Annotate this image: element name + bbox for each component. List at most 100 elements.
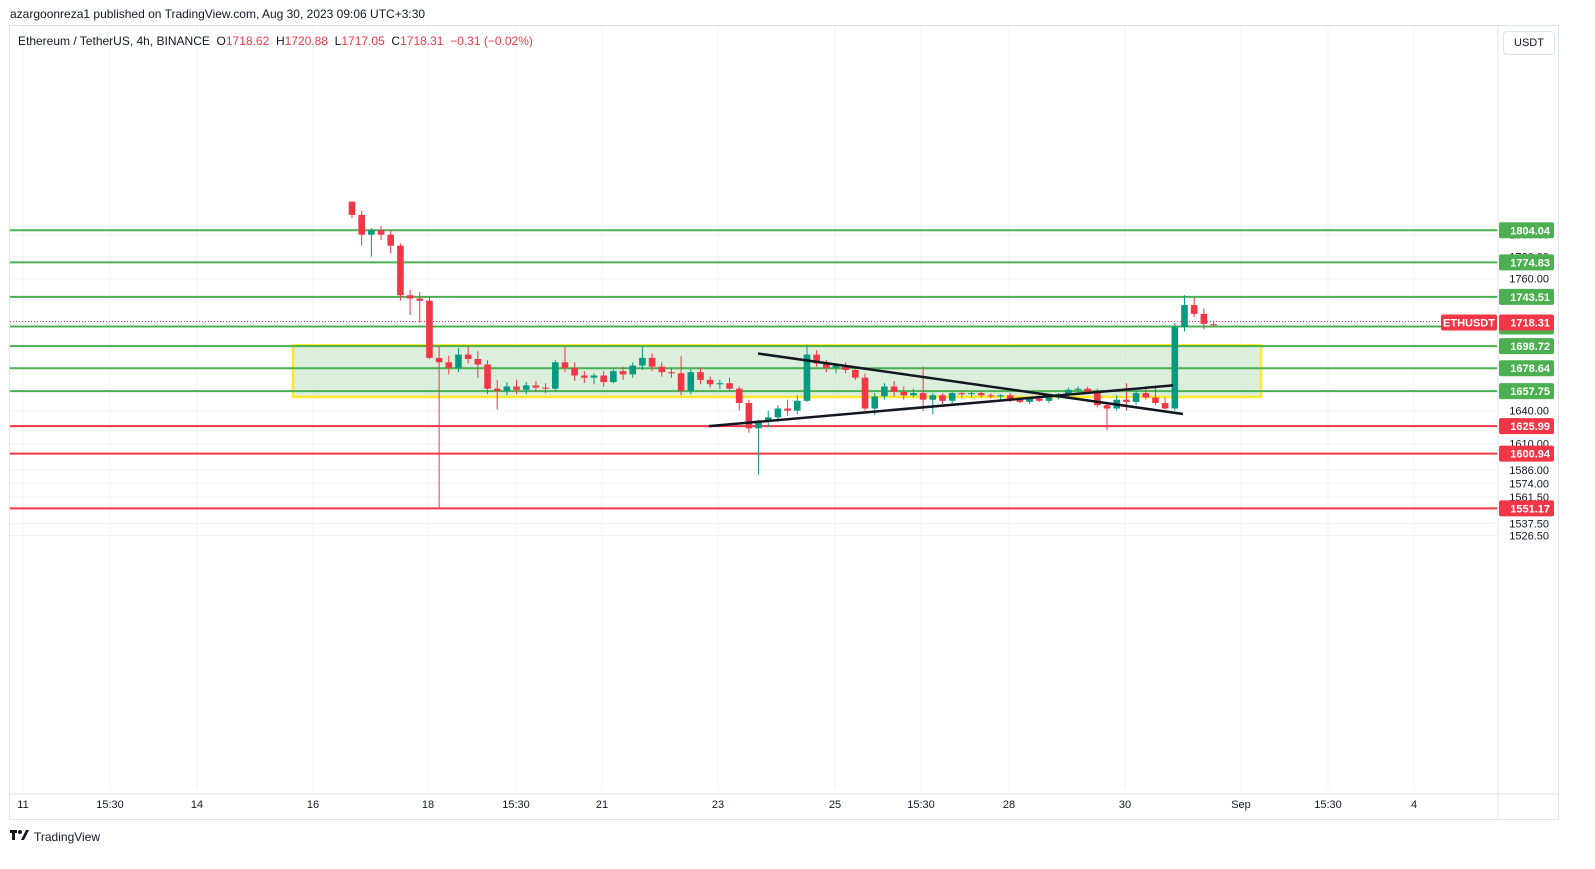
candle[interactable] [435, 346, 443, 508]
candle[interactable] [890, 381, 898, 397]
candle[interactable] [948, 390, 956, 405]
candle[interactable] [445, 355, 453, 375]
candle[interactable] [542, 383, 549, 394]
candle[interactable] [629, 362, 637, 378]
candle[interactable] [532, 381, 540, 392]
symbol-title: Ethereum / TetherUS, 4h, BINANCE [18, 34, 210, 48]
candle[interactable] [561, 346, 569, 373]
candle-body [813, 354, 820, 364]
candle-body [1123, 399, 1130, 402]
candle[interactable] [716, 379, 724, 389]
candle-body [793, 400, 801, 411]
candle-body [1084, 388, 1091, 392]
candle[interactable] [852, 366, 859, 380]
candle[interactable] [1181, 295, 1188, 332]
candle[interactable] [590, 373, 598, 385]
candle[interactable] [764, 410, 772, 428]
candle[interactable] [842, 362, 849, 374]
candle[interactable] [677, 355, 685, 396]
candle[interactable] [900, 386, 908, 400]
brand-name: TradingView [34, 829, 101, 844]
candle[interactable] [493, 379, 501, 410]
candle[interactable] [861, 373, 869, 411]
candle[interactable] [513, 379, 520, 395]
candle[interactable] [1210, 321, 1217, 326]
range-box[interactable] [291, 344, 1263, 399]
candle-body [561, 362, 569, 368]
range-box-layer [291, 344, 1263, 399]
trendline-ascending[interactable] [708, 384, 1174, 428]
candle-body [861, 377, 869, 409]
candle-body [919, 393, 927, 400]
candle[interactable] [377, 225, 385, 241]
candle[interactable] [406, 289, 414, 315]
candle[interactable] [368, 228, 375, 257]
candle[interactable] [610, 368, 617, 384]
candle[interactable] [1065, 387, 1072, 398]
candle[interactable] [619, 366, 627, 380]
candle[interactable] [910, 388, 917, 398]
x-tick-label: 30 [1119, 799, 1131, 811]
candle[interactable] [668, 367, 675, 378]
chart-pane[interactable] [9, 25, 1559, 820]
candle[interactable] [968, 392, 975, 398]
candle[interactable] [358, 210, 365, 246]
candle[interactable] [697, 367, 704, 385]
candle[interactable] [958, 390, 966, 398]
candle[interactable] [348, 201, 356, 219]
candle[interactable] [484, 360, 491, 395]
candle[interactable] [784, 399, 791, 417]
candle[interactable] [455, 348, 462, 373]
x-tick-label: 15:30 [1314, 799, 1342, 811]
candle-body [348, 201, 356, 215]
candle[interactable] [977, 390, 985, 398]
candle-body [1142, 393, 1150, 398]
candle[interactable] [1152, 385, 1159, 406]
trendlines [708, 352, 1184, 428]
candle[interactable] [997, 394, 1004, 400]
candle[interactable] [503, 382, 511, 396]
candle[interactable] [658, 362, 666, 377]
candle[interactable] [706, 376, 714, 388]
currency-button[interactable]: USDT [1503, 31, 1555, 55]
candle[interactable] [726, 377, 733, 391]
candle[interactable] [416, 291, 424, 323]
tradingview-brand[interactable]: TradingView [10, 829, 100, 844]
close-value: 1718.31 [400, 34, 444, 48]
candle[interactable] [881, 383, 888, 400]
candle[interactable] [1190, 297, 1198, 318]
candle[interactable] [939, 393, 946, 405]
candle[interactable] [793, 395, 801, 414]
candle[interactable] [551, 360, 559, 392]
trendline-descending[interactable] [757, 352, 1184, 416]
candle[interactable] [745, 399, 753, 433]
candle[interactable] [1200, 308, 1208, 330]
x-tick-label: 15:30 [502, 799, 530, 811]
candle[interactable] [755, 419, 762, 475]
candle[interactable] [522, 382, 530, 395]
candle[interactable] [1132, 390, 1140, 406]
candle[interactable] [581, 371, 588, 384]
candle[interactable] [387, 230, 395, 254]
low-label: L [334, 34, 342, 48]
candle[interactable] [687, 368, 695, 395]
candle[interactable] [474, 351, 482, 378]
candle[interactable] [919, 366, 927, 411]
candle[interactable] [1103, 401, 1111, 431]
candle[interactable] [571, 362, 578, 381]
candle[interactable] [397, 243, 404, 301]
candle[interactable] [813, 350, 820, 367]
candle[interactable] [735, 386, 743, 411]
candle[interactable] [648, 353, 656, 372]
candle[interactable] [803, 344, 811, 402]
candle[interactable] [464, 346, 472, 364]
candle[interactable] [1161, 397, 1169, 410]
candle[interactable] [600, 371, 607, 387]
candle-body [397, 245, 404, 296]
candle[interactable] [639, 346, 646, 370]
candle[interactable] [1171, 322, 1179, 411]
candle[interactable] [426, 296, 433, 359]
candle[interactable] [987, 393, 995, 399]
candle[interactable] [929, 393, 937, 414]
